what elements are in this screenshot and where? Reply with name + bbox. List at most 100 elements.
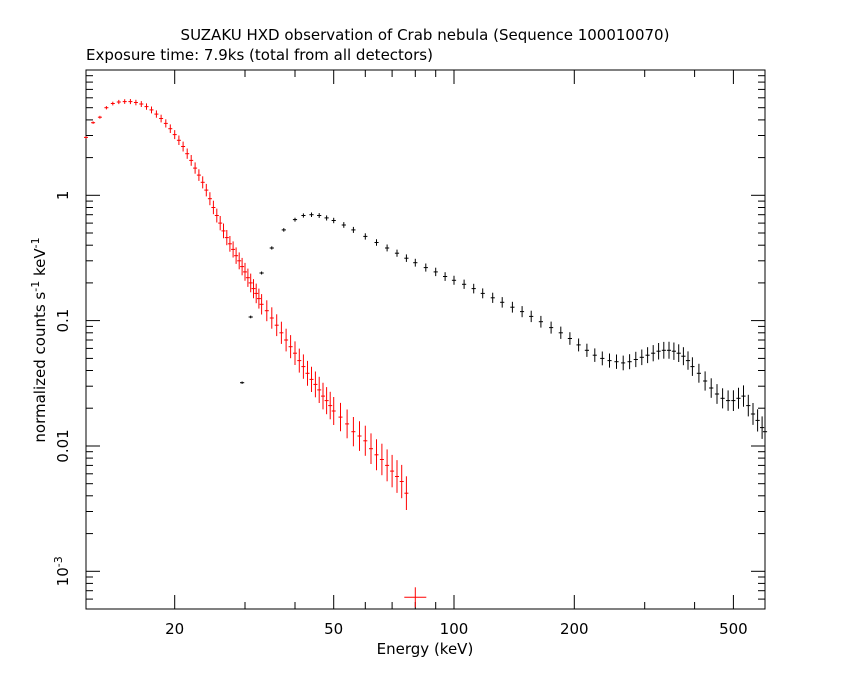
black-series-point	[676, 344, 681, 362]
y-tick-1e-3-exp: -3	[52, 556, 65, 567]
black-series-point	[394, 249, 400, 257]
black-series-point	[538, 315, 543, 328]
y-axis-label: normalized counts s-1 keV-1	[29, 237, 49, 442]
black-series-point	[490, 292, 495, 303]
red-series-point	[84, 136, 88, 139]
axis-ticks	[86, 70, 766, 610]
black-series-point	[614, 354, 619, 369]
black-series-point	[639, 349, 644, 366]
red-series-point	[404, 476, 409, 510]
red-series-point	[274, 314, 279, 337]
red-series-point	[245, 268, 250, 287]
x-tick-label: 20	[165, 620, 184, 638]
black-series-point	[750, 403, 756, 425]
red-series-point	[189, 155, 194, 166]
black-series-point	[731, 390, 736, 411]
red-series-point	[264, 300, 269, 322]
red-series-point	[351, 417, 356, 447]
red-series-point	[254, 283, 259, 304]
red-series-point	[122, 99, 127, 104]
black-series-point	[720, 388, 725, 409]
red-series-point	[305, 360, 310, 386]
red-series-point	[149, 106, 154, 114]
red-series-point	[218, 216, 223, 231]
black-series-point	[592, 348, 597, 362]
black-series-point	[281, 228, 286, 232]
y-axis-label-sup1: -1	[29, 281, 42, 292]
red-series-point	[279, 321, 284, 344]
black-series-point	[324, 215, 329, 221]
red-series-outlier	[404, 587, 427, 608]
red-series-point	[251, 279, 256, 299]
red-series-point	[200, 176, 205, 189]
red-series-point	[128, 99, 133, 105]
red-series-point	[159, 114, 164, 123]
black-series-point	[510, 301, 515, 313]
red-series-point	[269, 307, 274, 329]
black-series-point	[600, 351, 605, 366]
red-series-point	[374, 439, 379, 471]
black-series-point	[363, 233, 368, 240]
red-series-point	[390, 454, 395, 488]
red-series-point	[116, 99, 121, 105]
black-series-point	[549, 321, 554, 334]
red-series-point	[297, 348, 302, 373]
red-series-point	[338, 402, 343, 432]
y-tick-label-1e-3: 10-3	[52, 556, 72, 586]
black-series-point	[269, 246, 274, 250]
red-series-point	[172, 130, 177, 140]
red-series-point	[328, 391, 333, 420]
y-tick-label: 0.1	[54, 309, 72, 333]
chart-title: SUZAKU HXD observation of Crab nebula (S…	[181, 26, 670, 44]
red-series-point	[91, 121, 96, 124]
red-series-point	[369, 433, 373, 464]
red-series-point	[240, 257, 245, 276]
black-series-point	[567, 332, 572, 345]
black-series-point	[520, 306, 525, 318]
black-series-point	[741, 385, 746, 407]
red-series-point	[317, 376, 322, 403]
black-series-point	[666, 341, 671, 359]
black-series-point	[633, 351, 638, 368]
red-series-point	[357, 421, 362, 451]
red-series-point	[207, 192, 212, 206]
black-series-point	[404, 254, 409, 262]
black-series-point	[576, 338, 581, 352]
black-series-point	[627, 354, 632, 370]
red-series-point	[168, 124, 173, 133]
black-series-point	[709, 378, 714, 398]
black-series-point	[762, 420, 768, 444]
chart-subtitle: Exposure time: 7.9ks (total from all det…	[86, 46, 433, 64]
black-series-point	[248, 315, 253, 319]
red-series-point	[363, 425, 368, 456]
black-series-point	[607, 353, 612, 368]
y-tick-label: 1	[54, 191, 72, 201]
y-axis-label-main: normalized counts s	[31, 292, 49, 443]
black-series-point	[341, 222, 346, 228]
black-series-point	[480, 288, 485, 299]
x-axis-label: Energy (keV)	[377, 640, 474, 658]
red-series-point	[288, 335, 293, 359]
black-series-point	[696, 363, 701, 383]
black-series-point	[726, 390, 731, 411]
red-series-point	[193, 162, 198, 174]
black-series-point	[584, 343, 589, 357]
black-series-point	[681, 347, 686, 366]
black-series-point	[240, 381, 245, 384]
black-series-point	[714, 384, 720, 404]
x-tick-labels: 20 50 100 200 500	[165, 620, 748, 638]
black-series-point	[671, 342, 676, 360]
series-red	[84, 99, 427, 608]
black-series-point	[760, 416, 765, 439]
red-series-point	[204, 183, 209, 197]
black-series-point	[292, 217, 298, 222]
red-series-point	[293, 341, 297, 365]
red-series-point	[144, 103, 149, 110]
red-series-point	[211, 200, 216, 215]
black-series-point	[690, 357, 695, 376]
y-axis-label-mid: keV	[31, 248, 49, 281]
red-series-point	[301, 354, 306, 379]
red-series-point	[163, 119, 168, 128]
black-series-point	[621, 355, 626, 371]
